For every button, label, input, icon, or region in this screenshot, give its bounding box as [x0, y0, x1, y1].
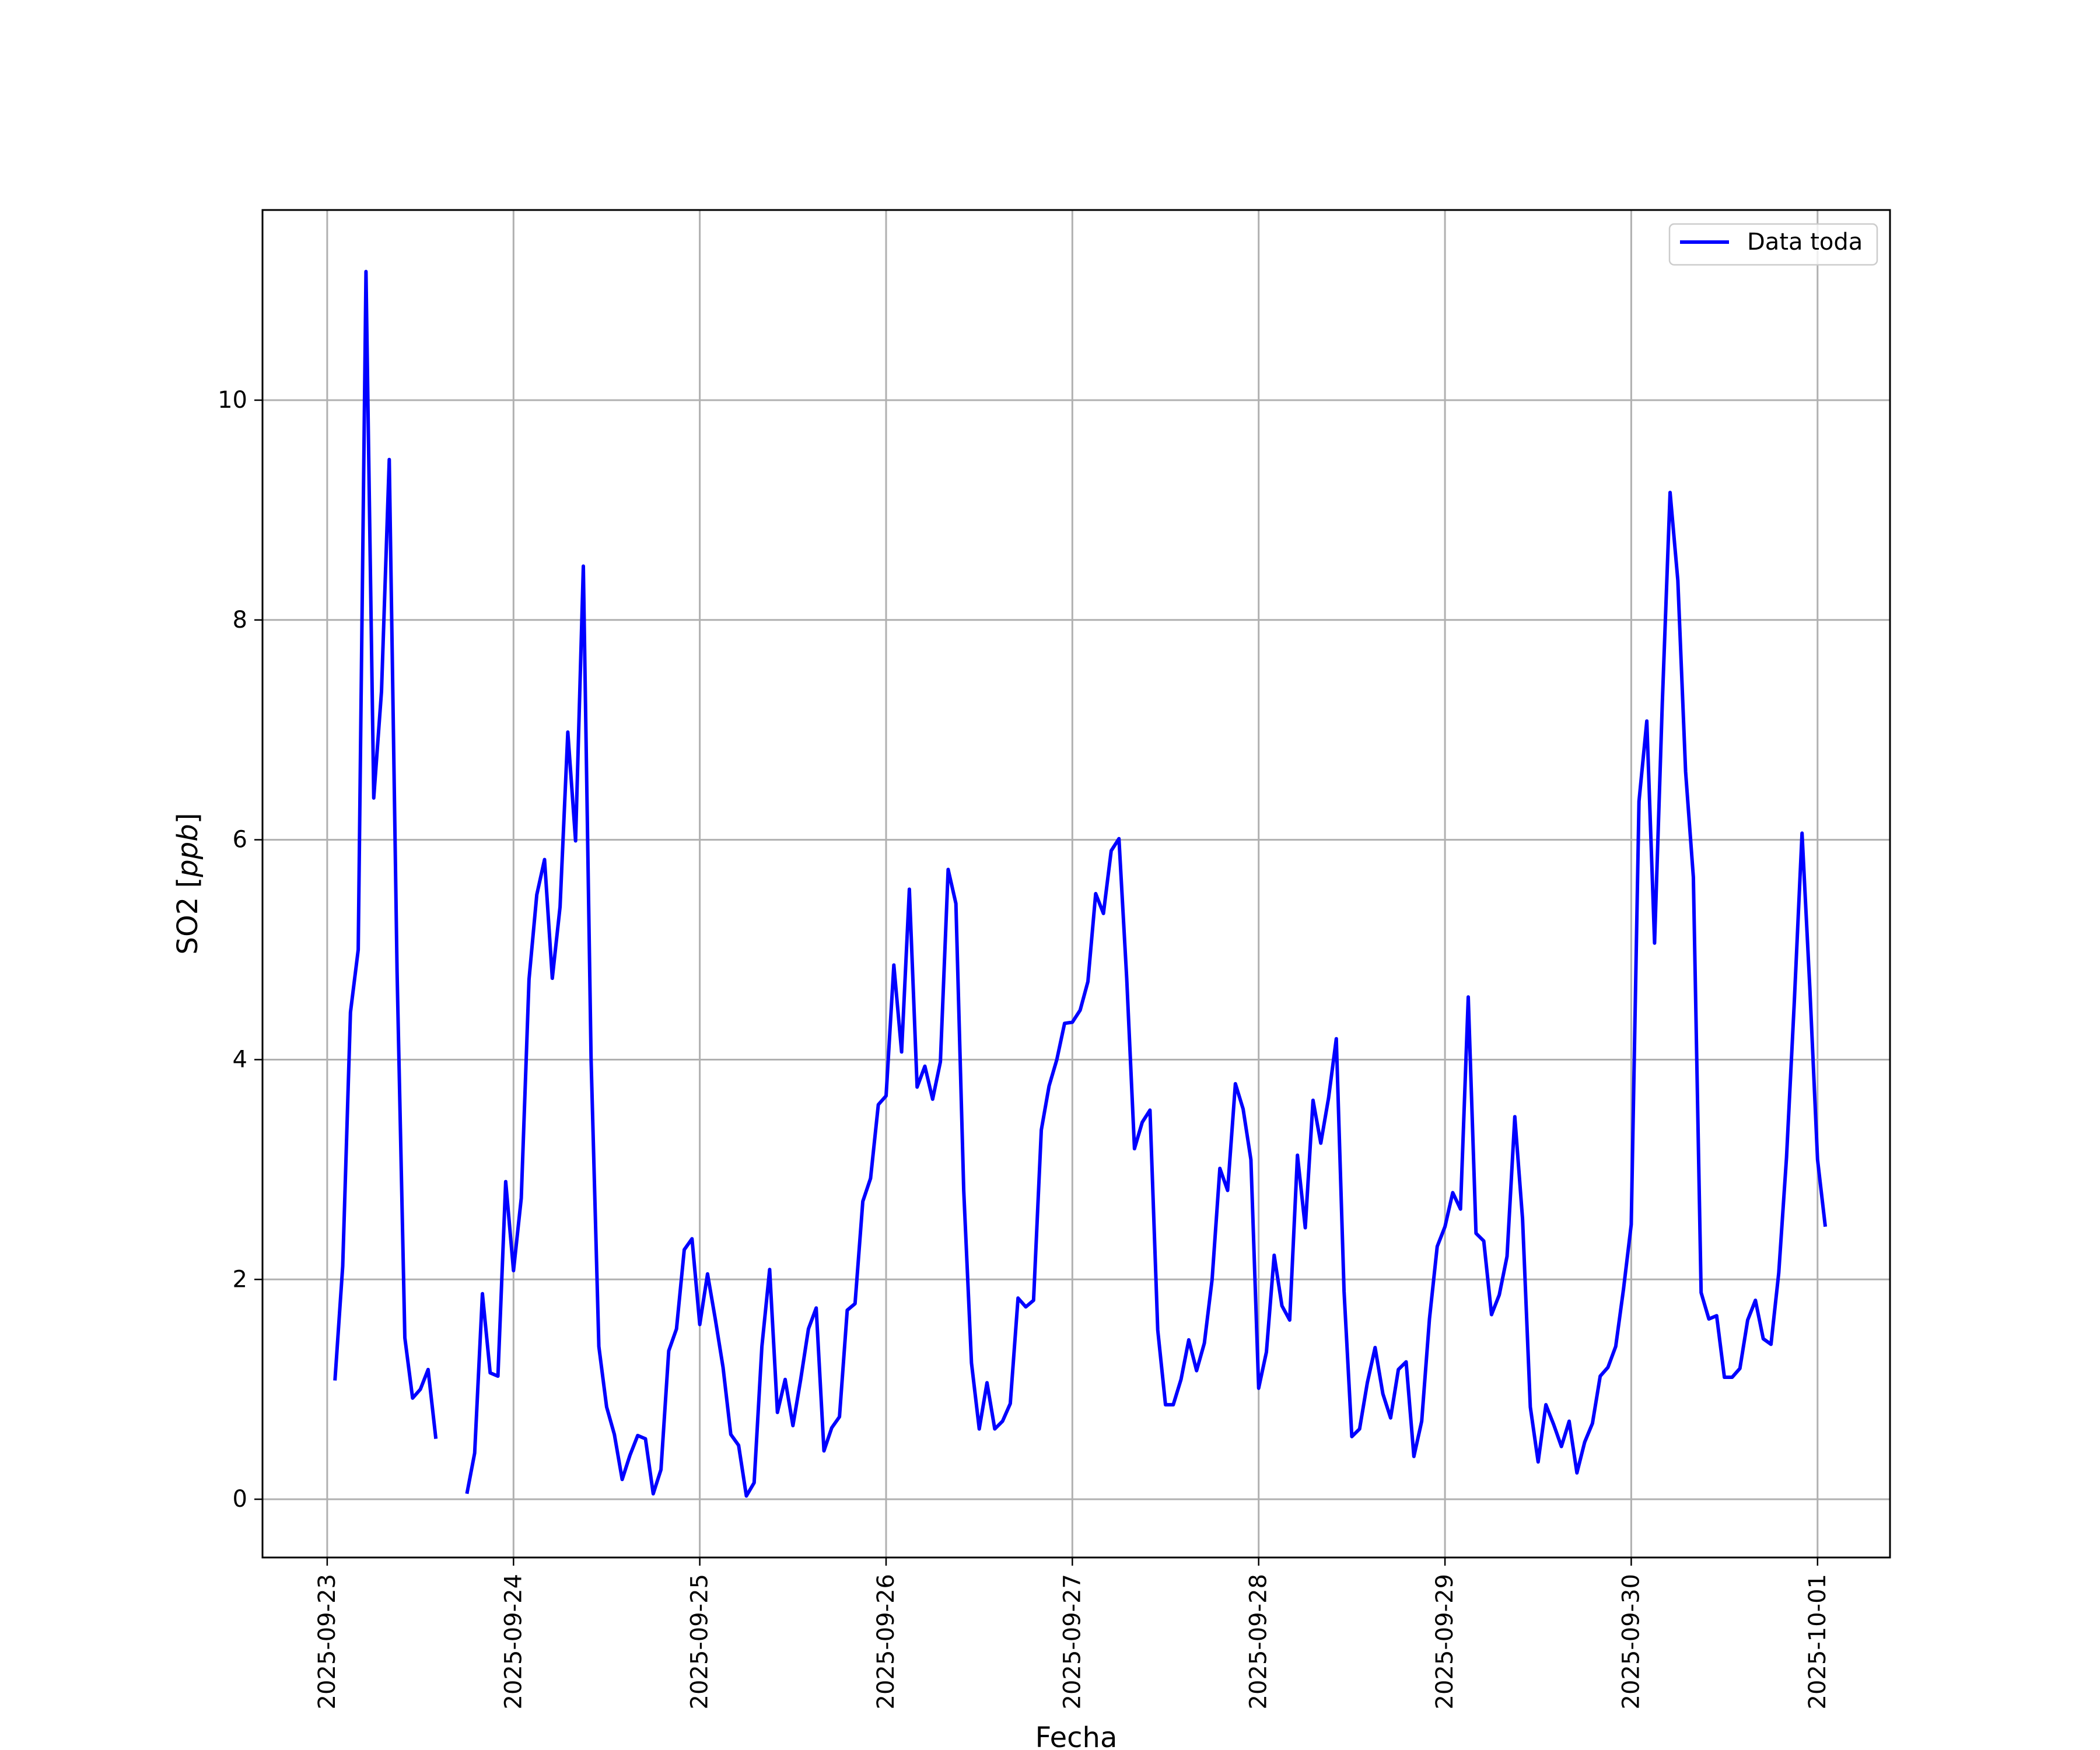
y-axis-label-close: ]	[172, 813, 204, 824]
x-axis-label: Fecha	[1035, 1721, 1118, 1750]
y-tick-label: 6	[233, 827, 247, 853]
x-tick-label: 2025-09-29	[1432, 1574, 1458, 1709]
x-tick-label: 2025-10-01	[1804, 1574, 1831, 1709]
series-line-data-toda	[333, 270, 1828, 1498]
x-tick-label: 2025-09-26	[873, 1574, 900, 1709]
legend-label-data-toda: Data toda	[1747, 229, 1863, 256]
plot-area	[262, 210, 1890, 1558]
y-tick-label: 4	[233, 1046, 247, 1073]
legend-box	[1668, 223, 1878, 266]
legend: Data toda	[1668, 223, 1878, 266]
x-axis-ticks: 2025-09-23 2025-09-24 2025-09-25 2025-09-26…	[314, 1558, 1831, 1709]
y-gridlines	[262, 399, 1890, 1500]
y-tick-label: 10	[218, 387, 247, 414]
y-axis-label: SO2 [ppb]	[172, 813, 204, 955]
y-axis-label-main: SO2 [	[172, 877, 204, 955]
y-tick-label: 8	[233, 607, 247, 634]
y-tick-label: 0	[233, 1486, 247, 1513]
x-tick-label: 2025-09-28	[1245, 1574, 1272, 1709]
x-tick-label: 2025-09-24	[500, 1574, 527, 1709]
y-axis-ticks: 0 2 4 6 8 10	[218, 387, 262, 1513]
y-tick-label: 2	[233, 1266, 247, 1293]
x-tick-label: 2025-09-27	[1059, 1574, 1086, 1709]
plot-frame	[261, 209, 1891, 1559]
x-tick-label: 2025-09-23	[314, 1574, 341, 1709]
x-gridlines	[326, 210, 1819, 1558]
x-tick-label: 2025-09-25	[687, 1574, 713, 1709]
x-tick-label: 2025-09-30	[1618, 1574, 1644, 1709]
y-axis-label-unit: ppb	[172, 824, 204, 877]
